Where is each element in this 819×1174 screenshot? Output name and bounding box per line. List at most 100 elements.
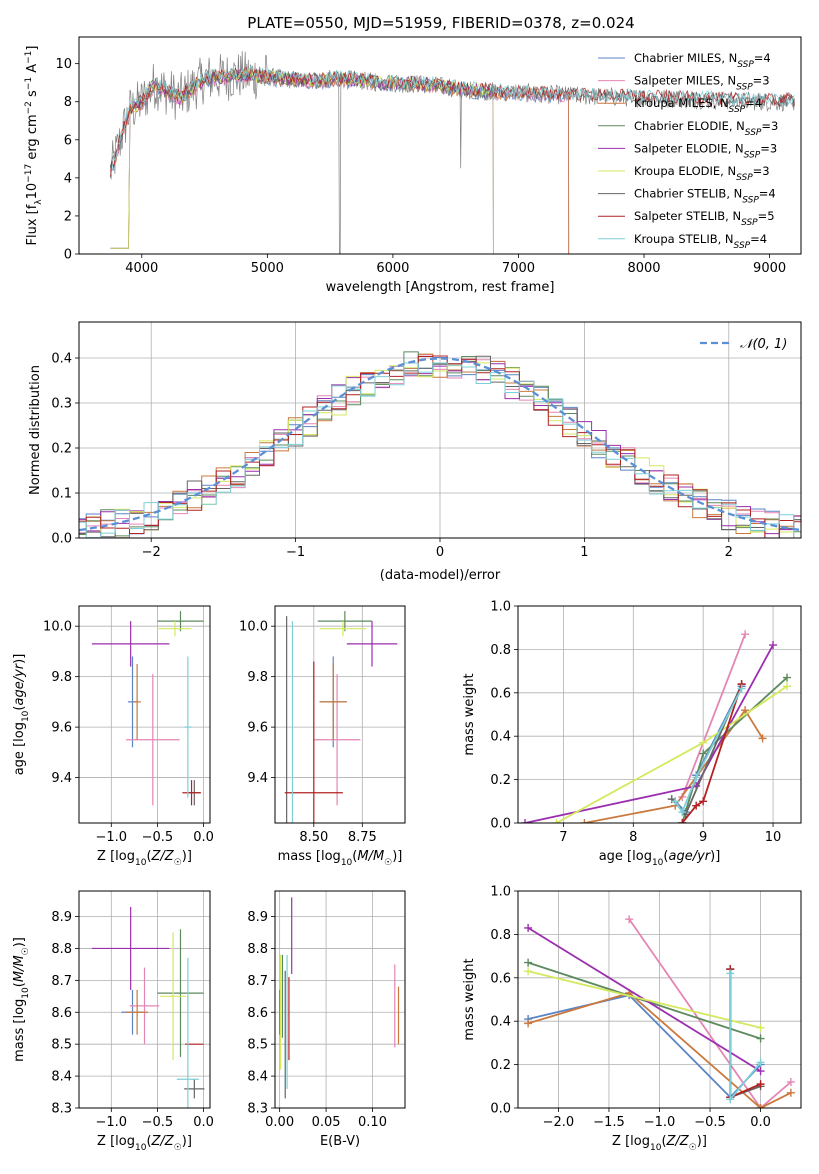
y-tick-label: 8 [64,95,72,110]
y-tick-label: 1.0 [490,885,511,900]
series-line [628,918,792,1108]
errorbars [91,906,205,1108]
x-axis-label: Z [log10(Z/Z☉)] [97,1134,192,1153]
y-tick-label: 0.0 [490,1102,511,1117]
panel-age_vs_mass: 8.50 8.75 9.4 9.6 9.8 10.0 mass [log10(M/M☉)] [239,605,406,868]
point-marker [726,1095,735,1104]
y-tick-label: 0.4 [51,352,72,367]
x-tick-label: −0.5 [142,1115,174,1130]
legend-label-kroupa-stelib: Kroupa STELIB, NSSP=4 [634,232,767,251]
histogram-kroupa-elodie [79,360,801,538]
x-tick-label: −1 [286,545,305,560]
errorbar-kroupa-elodie [158,621,192,637]
axes-frame [78,36,802,255]
x-tick-label: 0.0 [193,830,214,845]
series-line [527,970,761,1029]
x-tick-label: −2 [142,545,161,560]
y-tick-label: 8.4 [51,1070,72,1085]
errorbar-kroupa-miles [126,989,149,1035]
y-tick-label: 8.4 [247,1070,268,1085]
series [524,915,795,1108]
errorbars [91,611,204,806]
y-tick-label: 4 [64,171,72,186]
series-kroupa-stelib [671,684,746,817]
point-marker [756,1080,765,1089]
x-tick-label: 9000 [753,261,786,276]
axes-frame [517,605,802,824]
point-marker [678,808,687,817]
model-spectrum-salpeter-stelib [110,66,795,177]
histograms [79,351,801,538]
y-tick-label: 2 [64,209,72,224]
x-tick-label: 7000 [502,261,535,276]
series-line [674,688,743,815]
point-marker [552,819,561,823]
y-tick-label: 8.9 [51,910,72,925]
y-tick-label: 8.6 [51,1006,72,1021]
panel-mass_vs_Z: −1.0 −0.5 0.0 8.3 8.4 8.5 8.6 8.7 8.8 8.9 Z [log10… [12,890,214,1153]
errorbars [279,897,400,1099]
x-tick-label: 1 [580,545,588,560]
y-tick-label: 0.6 [490,686,511,701]
legend-label-salpeter-stelib: Salpeter STELIB, NSSP=5 [634,209,775,228]
series-line [527,991,792,1108]
x-tick-label: −0.5 [142,830,174,845]
series-kroupa-stelib [726,969,765,1104]
y-tick-label: 8.3 [51,1102,72,1117]
errorbar-salpeter-elodie [346,621,398,667]
errorbar-salpeter-stelib [284,661,343,823]
spectrum-lines [110,51,795,254]
point-marker [524,958,533,967]
y-tick-label: 0.6 [490,971,511,986]
y-tick-label: 1.0 [490,600,511,615]
x-tick-label: −1.5 [593,1115,625,1130]
x-axis-label: wavelength [Angstrom, rest frame] [326,280,555,295]
series-kroupa-elodie [524,967,765,1032]
x-tick-label: 8 [629,830,637,845]
y-tick-label: 0 [64,248,72,263]
series-kroupa-elodie [552,682,792,823]
point-marker [756,1067,765,1076]
x-tick-label: 0 [436,545,444,560]
y-tick-label: 9.4 [247,771,268,786]
y-tick-label: 8.8 [51,942,72,957]
errorbar-salpeter-elodie [91,906,170,990]
legend-label-normal: 𝒩(0, 1) [740,337,787,352]
point-marker [692,773,701,782]
y-tick-label: 8.5 [247,1038,268,1053]
axes-frame [78,890,211,1109]
errorbar-salpeter-miles [129,967,160,1045]
point-marker [524,923,533,932]
legend-label-chabrier-elodie: Chabrier ELODIE, NSSP=3 [634,119,778,138]
y-tick-label: 10.0 [239,620,268,635]
series [520,630,792,823]
legend-label-chabrier-miles: Chabrier MILES, NSSP=4 [634,51,771,70]
y-tick-label: 0.2 [490,773,511,788]
point-marker [625,915,634,924]
point-marker [699,749,708,758]
x-tick-label: 5000 [251,261,284,276]
y-tick-label: 0.0 [490,817,511,832]
y-axis-label: mass [log10(M/M☉)] [12,937,31,1062]
y-tick-label: 0.8 [490,928,511,943]
point-marker [737,684,746,693]
figure-title: PLATE=0550, MJD=51959, FIBERID=0378, z=0… [247,14,634,32]
legend-label-kroupa-miles: Kroupa MILES, NSSP=4 [634,96,762,115]
histogram-salpeter-stelib [79,355,801,538]
point-marker [580,819,589,823]
y-tick-label: 0.0 [51,532,72,547]
histogram-salpeter-elodie [79,361,801,535]
point-marker [524,1019,533,1028]
y-tick-label: 9.6 [51,721,72,736]
errorbar-salpeter-miles [126,674,180,806]
point-marker [758,734,767,743]
errorbar-salpeter-stelib [182,780,201,806]
panel-spectrum: 4000 5000 6000 7000 8000 9000 0 2 4 6 8 10 wavelengt… [24,36,802,295]
y-tick-label: 6 [64,133,72,148]
x-tick-label: 8.50 [299,830,328,845]
y-tick-label: 0.2 [51,442,72,457]
x-axis-label: Z [log10(Z/Z☉)] [612,1134,707,1153]
errorbar-kroupa-miles [319,664,347,740]
plot-area [91,906,205,1108]
legend-label-kroupa-elodie: Kroupa ELODIE, NSSP=3 [634,164,770,183]
